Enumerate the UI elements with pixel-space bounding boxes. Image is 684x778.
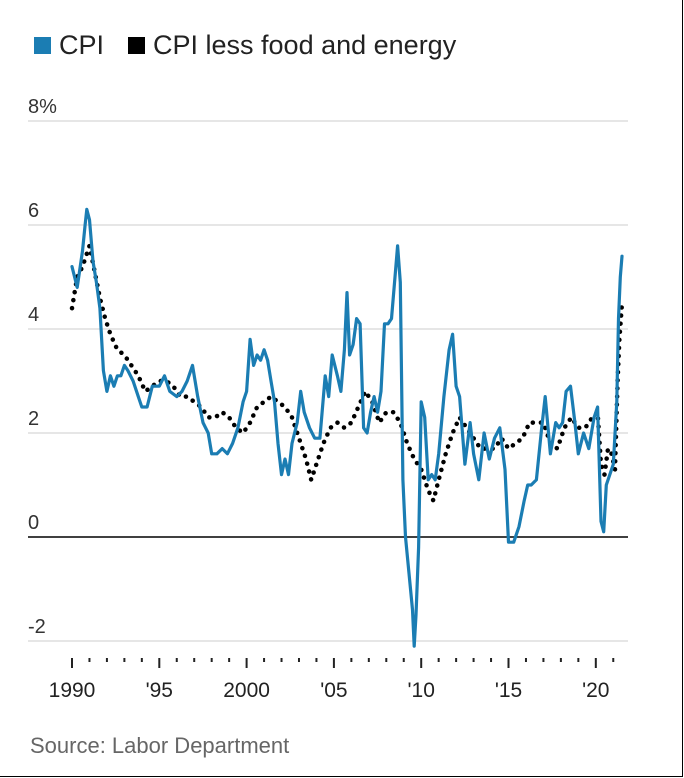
y-tick-label: -2 [28, 616, 46, 638]
x-tick-label: '95 [146, 679, 173, 702]
legend-item-core-cpi: CPI less food and energy [128, 30, 456, 61]
y-tick-label: 0 [28, 512, 39, 534]
series-line-core-cpi [69, 243, 625, 503]
legend-item-cpi: CPI [34, 30, 104, 61]
series-line-cpi [70, 207, 624, 648]
legend-swatch-core-cpi [128, 37, 146, 54]
line-chart: 8% 6 4 2 0 -2 1990 '95 2000 '05 '10 '15 '20 [28, 96, 628, 702]
y-tick-label: 6 [28, 200, 39, 222]
x-tick-label: '15 [495, 679, 522, 702]
legend-swatch-cpi [34, 37, 51, 54]
x-tick-label: 2000 [223, 679, 270, 702]
y-tick-label: 2 [28, 408, 39, 430]
y-tick-label: 4 [28, 304, 39, 326]
x-tick-label: '10 [408, 679, 435, 702]
chart-legend: CPI CPI less food and energy [34, 30, 480, 61]
legend-label-core-cpi: CPI less food and energy [153, 30, 457, 60]
source-note: Source: Labor Department [30, 733, 290, 758]
legend-label-cpi: CPI [59, 30, 105, 60]
y-tick-label: 8% [28, 96, 57, 118]
x-tick-label: '20 [582, 679, 609, 702]
x-tick-label: 1990 [49, 679, 96, 702]
x-tick-label: '05 [320, 679, 347, 702]
